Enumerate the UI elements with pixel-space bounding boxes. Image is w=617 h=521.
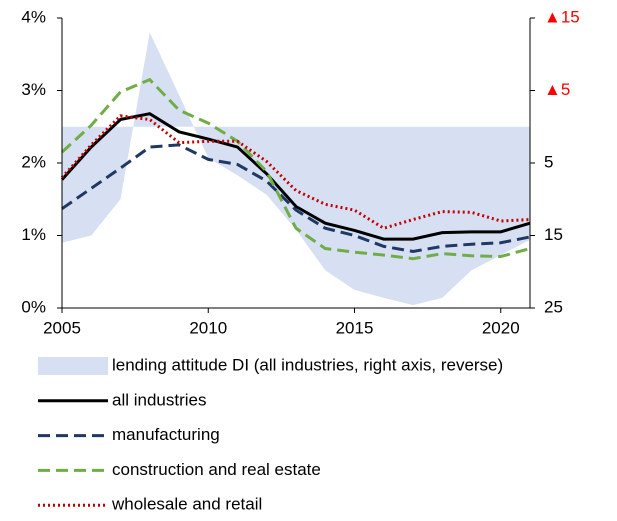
y-tick-label: 1% [21,225,46,244]
x-tick-label: 2020 [482,318,520,337]
line [60,77,531,261]
y2-tick-label: ▲5 [544,80,570,99]
line [60,112,531,241]
y-tick-label: 4% [21,7,46,26]
y2-tick-label: 15 [544,225,563,244]
legend-label: construction and real estate [112,460,321,479]
x-tick-label: 2010 [189,318,227,337]
x-tick-label: 2005 [43,318,81,337]
x-tick-label: 2015 [336,318,374,337]
area [62,32,530,306]
y2-tick-label: ▲15 [544,7,580,26]
y-tick-label: 2% [21,152,46,171]
line [61,143,531,253]
legend-label: manufacturing [112,425,220,444]
legend-label: lending attitude DI (all industries, rig… [112,355,503,374]
legend-label: all industries [112,390,207,409]
y2-tick-label: 5 [544,152,553,171]
y-tick-label: 3% [21,80,46,99]
legend-label: wholesale and retail [111,495,262,514]
y2-tick-label: 25 [544,297,563,316]
y-tick-label: 0% [21,297,46,316]
legend-swatch [38,357,108,375]
